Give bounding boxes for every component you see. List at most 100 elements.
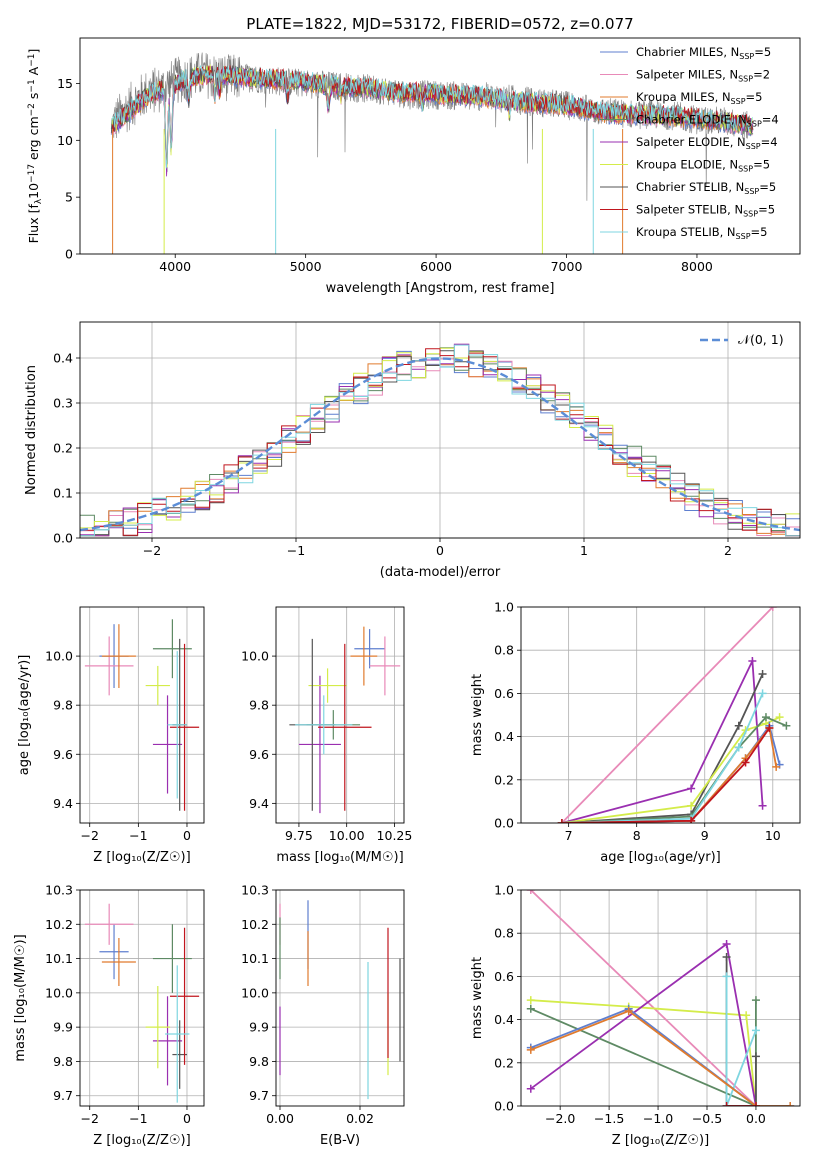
- legend-entry: Kroupa MILES, NSSP=5: [636, 90, 762, 106]
- y-axis-label-part: −17: [27, 164, 37, 183]
- legend-entry: Salpeter MILES, NSSP=2: [636, 68, 770, 84]
- legend-value: =5: [754, 45, 771, 59]
- legend-value: =5: [746, 90, 763, 104]
- weight-line-kroupa-miles: [530, 1009, 791, 1106]
- y-axis-label-part: −1: [27, 54, 37, 67]
- y-axis-label-part: s: [26, 93, 41, 104]
- plot-frame: [79, 889, 205, 1107]
- y-axis-label-part: 10: [26, 183, 41, 199]
- legend-label: Chabrier MILES, N: [636, 45, 739, 59]
- errorbar-point: [169, 643, 200, 811]
- errorbar-point: [99, 924, 129, 980]
- errorbar-point: [369, 636, 401, 696]
- x-tick-label: 4000: [159, 259, 191, 274]
- y-tick-label: 15: [57, 76, 73, 91]
- y-axis-label-part: −1: [27, 79, 37, 92]
- histogram-kroupa-stelib: [80, 344, 800, 537]
- weight-marker: [751, 1102, 760, 1106]
- weight-marker: [687, 801, 696, 810]
- weight-lines: [557, 607, 791, 823]
- legend-value: =5: [759, 180, 776, 194]
- errorbar-point: [145, 986, 170, 1069]
- weight-marker: [748, 657, 757, 665]
- y-tick-label: 9.8: [249, 698, 269, 713]
- y-axis-label-part: −2: [27, 103, 37, 116]
- legend-subscript: SSP: [738, 165, 753, 174]
- y-axis-label-part: A: [26, 66, 41, 79]
- legend-entry: Salpeter STELIB, NSSP=5: [636, 203, 775, 219]
- errorbar-point: [318, 643, 372, 811]
- weight-marker: [526, 1084, 535, 1093]
- y-axis-label-part: ]: [26, 49, 41, 54]
- weight-marker: [768, 607, 777, 611]
- weight-line-salpeter-miles: [561, 607, 774, 823]
- errorbar-point: [354, 629, 385, 669]
- plot-frame: [275, 889, 405, 1107]
- y-tick-label: 0.8: [494, 643, 514, 658]
- x-tick-label: 0.0: [746, 1111, 766, 1126]
- errorbar-point: [295, 695, 353, 755]
- x-tick-label: 8000: [681, 259, 713, 274]
- weight-marker: [742, 1011, 751, 1020]
- weight-line-salpeter-miles: [530, 890, 757, 1106]
- y-tick-label: 0.0: [494, 1099, 514, 1114]
- y-axis-label: mass [log₁₀(M/M☉)]: [13, 934, 28, 1061]
- y-tick-label: 0.6: [494, 686, 514, 701]
- x-tick-label: −0.5: [692, 1111, 722, 1126]
- errorbars: [84, 903, 200, 1103]
- y-tick-label: 0.2: [494, 1055, 514, 1070]
- x-tick-label: 7000: [551, 259, 583, 274]
- legend-subscript: SSP: [736, 232, 751, 241]
- y-tick-label: 9.8: [53, 1054, 73, 1069]
- spectrum-panel: 4000 5000 6000 7000 8000 0 5 10 15 wavelength [An…: [26, 37, 801, 296]
- y-tick-label: 9.7: [53, 1088, 73, 1103]
- errorbar-point: [298, 675, 341, 814]
- weight-line-salpeter-elodie: [561, 657, 764, 823]
- weight-marker: [722, 1102, 731, 1106]
- weight-line-chabrier-stelib: [561, 673, 764, 823]
- residuals-panel: −2 −1 0 1 2 0.0 0.1 0.2 0.3 0.4 (data-model)/error…: [24, 321, 801, 580]
- x-axis-label: age [log₁₀(age/yr)]: [600, 850, 721, 865]
- legend-subscript: SSP: [746, 142, 761, 151]
- legend-label: Kroupa MILES, N: [636, 90, 731, 104]
- y-tick-label: 0.8: [494, 926, 514, 941]
- mass-vs-ebv-panel: 0.00 0.02 9.7 9.8 9.9 10.0 10.1 10.2 10.3 E(B-V): [241, 883, 405, 1148]
- errorbar-point: [101, 624, 136, 688]
- legend-label: Salpeter MILES, N: [636, 68, 738, 82]
- legend-subscript: SSP: [731, 97, 746, 106]
- x-tick-label: 10: [765, 828, 781, 843]
- y-tick-label: 5: [65, 190, 73, 205]
- x-tick-label: 10.25: [377, 828, 413, 843]
- x-tick-label: 0: [183, 1111, 191, 1126]
- weight-marker: [758, 689, 767, 698]
- errorbar-point: [165, 965, 190, 1103]
- plot-frame: [520, 889, 801, 1107]
- y-tick-label: 10.1: [45, 951, 73, 966]
- y-tick-label: 9.6: [53, 747, 73, 762]
- weight-marker: [734, 743, 743, 752]
- legend-value: =5: [751, 225, 768, 239]
- weight-marker: [751, 1026, 760, 1035]
- legend-subscript: SSP: [743, 210, 758, 219]
- x-tick-label: 0.00: [266, 1111, 294, 1126]
- legend-label: Salpeter STELIB, N: [636, 203, 743, 217]
- y-tick-label: 10.2: [241, 917, 269, 932]
- mass-vs-metallicity-panel: −2 −1 0 9.7 9.8 9.9 10.0 10.1 10.2 10.3 Z [log₁₀(Z…: [13, 883, 205, 1148]
- legend-subscript: SSP: [744, 187, 759, 196]
- y-axis-label: mass weight: [470, 674, 485, 756]
- legend-entry: Chabrier MILES, NSSP=5: [636, 45, 771, 61]
- x-axis-label: Z [log₁₀(Z/Z☉)]: [93, 850, 190, 865]
- y-tick-label: 0.4: [53, 351, 73, 366]
- errorbars: [84, 619, 200, 811]
- legend-label: Salpeter ELODIE, N: [636, 135, 746, 149]
- y-tick-label: 0.0: [53, 531, 73, 546]
- y-axis-label: mass weight: [470, 957, 485, 1039]
- plot-frame: [275, 606, 405, 824]
- x-tick-label: 9: [701, 828, 709, 843]
- plot-frame: [79, 321, 801, 539]
- x-axis-label: wavelength [Angstrom, rest frame]: [326, 281, 555, 296]
- errorbar-point: [308, 668, 347, 703]
- x-tick-label: 0: [436, 543, 444, 558]
- errorbar-point: [84, 903, 134, 945]
- model-spectrum-kroupa-stelib: [111, 64, 753, 169]
